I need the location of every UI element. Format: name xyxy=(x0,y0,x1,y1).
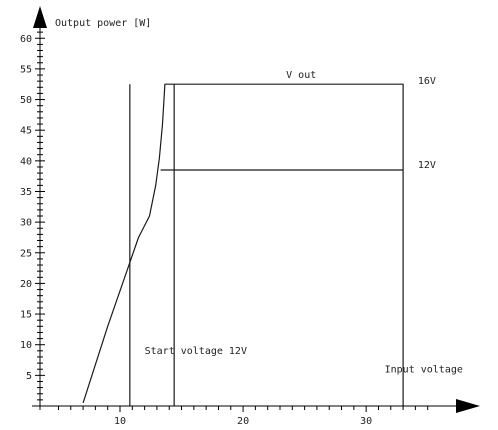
y-tick-label: 60 xyxy=(20,34,32,45)
vout-annotation: V out xyxy=(286,70,316,81)
x-tick-label: 10 xyxy=(114,416,126,427)
series-line-0 xyxy=(82,83,404,406)
y-tick-label: 55 xyxy=(20,64,32,75)
y-tick-label: 10 xyxy=(20,340,32,351)
v12-annotation: 12V xyxy=(418,160,436,171)
x-axis-arrow-icon xyxy=(456,399,480,413)
x-tick-label: 20 xyxy=(237,416,249,427)
ticks-group: 10 20 30 5 10 15 20 25 30 35 40 45 50 55 60 xyxy=(20,31,429,427)
series-group xyxy=(82,83,404,406)
input-voltage-label: Input voltage xyxy=(385,364,463,375)
start-voltage-annotation: Start voltage 12V xyxy=(145,346,247,357)
y-axis-arrow-icon xyxy=(33,6,47,28)
y-tick-label: 35 xyxy=(20,187,32,198)
y-tick-label: 25 xyxy=(20,248,32,259)
annotations-group: V out 16V 12V Start voltage 12V Input voltag… xyxy=(145,70,463,375)
x-tick-label: 30 xyxy=(360,416,372,427)
v16-annotation: 16V xyxy=(418,76,436,87)
y-tick-label: 50 xyxy=(20,95,32,106)
y-tick-label: 45 xyxy=(20,126,32,137)
y-axis-label: Output power [W] xyxy=(55,18,151,29)
y-tick-label: 5 xyxy=(26,371,32,382)
y-tick-label: 15 xyxy=(20,310,32,321)
y-tick-label: 40 xyxy=(20,156,32,167)
y-tick-label: 20 xyxy=(20,279,32,290)
y-tick-label: 30 xyxy=(20,218,32,229)
